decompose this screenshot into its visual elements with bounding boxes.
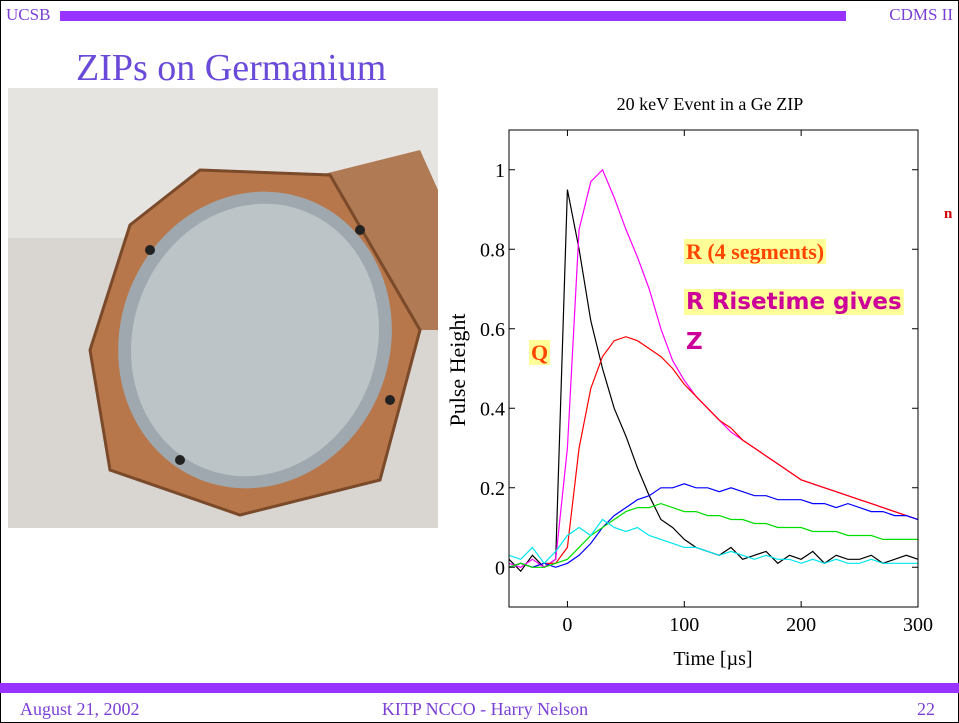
y-tick-label: 0	[495, 557, 505, 579]
photo	[8, 88, 438, 528]
footer-date: August 21, 2002	[20, 699, 140, 719]
header-bar	[60, 11, 846, 21]
x-axis-label: Time [µs]	[673, 648, 752, 670]
y-tick-label: 0.6	[480, 319, 505, 341]
annotation-highlight	[684, 289, 904, 315]
y-tick-label: 0.4	[480, 398, 505, 420]
y-tick-label: 1	[495, 160, 505, 182]
footer-bar	[0, 683, 959, 693]
y-tick-label: 0.2	[480, 478, 505, 500]
header-right: CDMS II	[889, 5, 953, 24]
annotation: n	[944, 206, 953, 222]
footer-venue: KITP NCCO - Harry Nelson	[382, 699, 588, 719]
series-line	[509, 502, 918, 568]
annotation-highlight	[684, 239, 827, 264]
annotation-highlight	[529, 340, 551, 365]
annotations: R (4 segments) R Risetime gives Z Qn	[529, 206, 953, 365]
series-line	[509, 518, 918, 565]
plot-lines	[509, 168, 918, 573]
x-tick-label: 200	[786, 614, 816, 636]
annotation: Q	[531, 340, 548, 365]
annotation: R (4 segments)	[686, 239, 824, 264]
slide-title: ZIPs on Germanium	[76, 47, 386, 89]
annotation: R Risetime gives	[686, 289, 902, 315]
annotation: Z	[686, 329, 703, 355]
series-line	[509, 336, 918, 568]
y-tick-label: 0.8	[480, 239, 505, 261]
plot-frame	[508, 129, 919, 608]
series-line	[509, 483, 918, 568]
chart-title: 20 keV Event in a Ge ZIP	[617, 94, 804, 114]
x-tick-label: 0	[562, 614, 572, 636]
header-left: UCSB	[6, 5, 50, 24]
x-tick-label: 100	[669, 614, 699, 636]
footer-page: 22	[917, 699, 935, 719]
y-axis-label: Pulse Height	[445, 313, 470, 426]
x-tick-label: 300	[903, 614, 933, 636]
